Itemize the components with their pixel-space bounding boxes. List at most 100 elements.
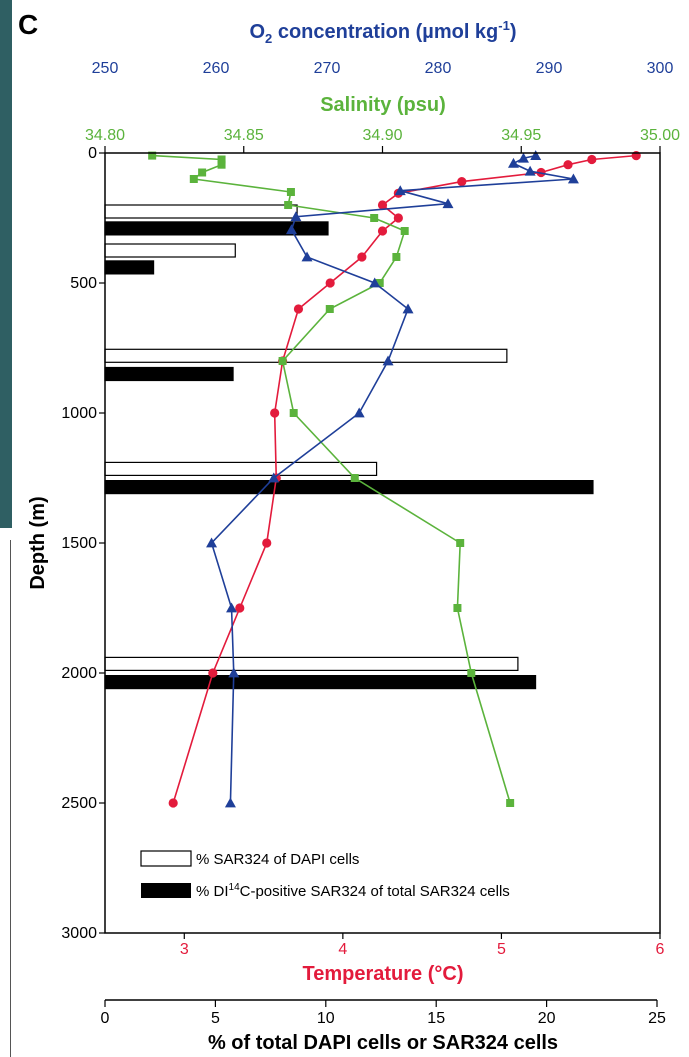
percent-tick-label: 5: [211, 1010, 220, 1027]
depth-tick-label: 500: [70, 275, 97, 292]
temperature-point: [208, 668, 218, 678]
left-edge-strip: [0, 0, 12, 528]
oxygen-point: [301, 251, 313, 262]
oxygen-axis-title: O2 concentration (µmol kg-1): [249, 18, 516, 46]
temperature-point: [235, 603, 245, 613]
salinity-point: [148, 151, 157, 160]
temperature-point: [377, 226, 388, 236]
temperature-point: [457, 177, 467, 187]
temperature-line: [172, 154, 637, 804]
legend-swatch-di14c: [141, 883, 191, 898]
depth-axis-title: Depth (m): [27, 496, 49, 589]
bars-group: [104, 204, 594, 690]
temperature-tick-label: 4: [338, 941, 347, 958]
oxygen-tick-label: 280: [425, 60, 452, 77]
salinity-point: [453, 604, 462, 612]
temperature-point: [357, 252, 367, 262]
depth-tick-label: 1000: [61, 405, 97, 422]
depth-tick-label: 2500: [61, 795, 97, 812]
depth-tick-label: 1500: [61, 535, 97, 552]
oxygen-point: [369, 277, 381, 288]
oxygen-tick-label: 250: [92, 60, 119, 77]
oxygen-point: [402, 303, 414, 314]
percent-tick-label: 0: [101, 1010, 110, 1027]
percent-tick-label: 25: [648, 1010, 666, 1027]
salinity-point: [189, 175, 198, 183]
salinity-point: [392, 253, 401, 261]
legend-label-dapi: % SAR324 of DAPI cells: [196, 851, 359, 868]
oxygen-point: [507, 157, 519, 168]
oxygen-point: [226, 602, 238, 613]
salinity-point: [370, 214, 379, 222]
temperature-point: [262, 538, 272, 548]
salinity-point: [467, 669, 476, 677]
oxygen-line: [210, 154, 574, 804]
salinity-point: [506, 799, 515, 807]
legend-label-di14c: % DI14C-positive SAR324 of total SAR324 …: [196, 882, 510, 900]
salinity-point: [217, 160, 226, 169]
salinity-point: [289, 409, 298, 417]
salinity-point: [400, 227, 409, 235]
bar-di14c: [104, 674, 537, 690]
oxygen-point: [567, 173, 579, 184]
temperature-point: [168, 798, 178, 808]
salinity-point: [456, 539, 465, 547]
left-edge-line: [10, 540, 11, 1057]
depth-tick-label: 0: [88, 145, 97, 162]
salinity-point: [284, 201, 293, 209]
salinity-point: [217, 155, 226, 164]
legend-swatch-dapi: [140, 850, 192, 867]
bar-dapi: [104, 656, 519, 672]
salinity-tick-label: 35.00: [640, 127, 680, 144]
percent-axis-title: % of total DAPI cells or SAR324 cells: [208, 1032, 558, 1054]
bar-dapi: [104, 243, 236, 258]
salinity-axis-title: Salinity (psu): [320, 94, 446, 116]
percent-tick-label: 10: [317, 1010, 335, 1027]
oxygen-point: [353, 407, 365, 418]
bar-dapi: [104, 348, 508, 363]
oxygen-point: [524, 165, 536, 176]
oxygen-point: [285, 224, 297, 235]
percent-tick-label: 15: [427, 1010, 445, 1027]
temperature-axis-title: Temperature (°C): [303, 963, 464, 985]
bar-di14c: [104, 480, 594, 495]
oxygen-tick-label: 300: [647, 60, 674, 77]
temperature-point: [293, 304, 304, 314]
depth-tick-label: 3000: [61, 925, 97, 942]
salinity-point: [278, 357, 287, 365]
panel-label: C: [18, 9, 38, 40]
salinity-point: [325, 305, 334, 313]
oxygen-point: [530, 150, 542, 160]
temperature-point: [377, 200, 388, 210]
oxygen-point: [517, 152, 529, 163]
salinity-point: [375, 279, 384, 287]
salinity-point: [286, 188, 295, 196]
salinity-point: [350, 474, 359, 482]
salinity-tick-label: 34.85: [224, 127, 264, 144]
oxygen-tick-label: 260: [203, 60, 230, 77]
oxygen-point: [268, 472, 280, 483]
temperature-point: [563, 160, 573, 170]
oxygen-point: [382, 355, 394, 366]
plot-frame: [104, 152, 661, 934]
oxygen-point: [228, 667, 240, 678]
salinity-tick-label: 34.80: [85, 127, 125, 144]
temperature-point: [393, 213, 403, 223]
depth-tick-label: 2000: [61, 665, 97, 682]
oxygen-point: [224, 797, 236, 808]
oxygen-tick-label: 290: [536, 60, 563, 77]
temperature-point: [325, 278, 335, 288]
salinity-tick-label: 34.95: [501, 127, 541, 144]
salinity-tick-label: 34.90: [362, 127, 402, 144]
temperature-point: [587, 154, 597, 165]
legend: % SAR324 of DAPI cells % DI14C-positive …: [140, 850, 510, 900]
temperature-tick-label: 3: [180, 941, 189, 958]
oxygen-point: [290, 211, 302, 222]
bar-dapi: [104, 204, 298, 219]
bar-di14c: [104, 366, 234, 382]
bar-dapi: [104, 461, 378, 476]
percent-tick-label: 20: [538, 1010, 556, 1027]
oxygen-tick-label: 270: [314, 60, 341, 77]
